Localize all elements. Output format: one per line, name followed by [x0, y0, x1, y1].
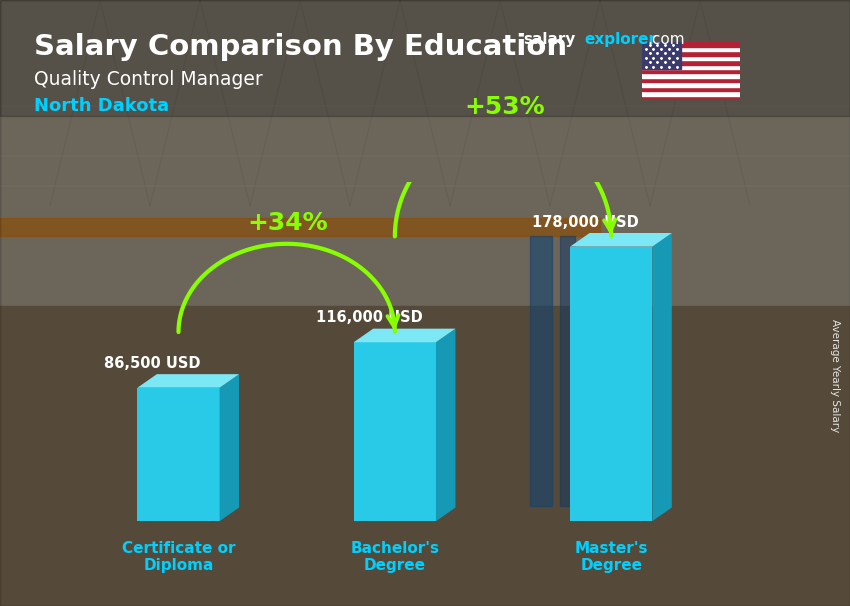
Bar: [642, 96, 740, 100]
Bar: [642, 73, 740, 78]
Text: North Dakota: North Dakota: [34, 97, 169, 115]
Bar: [642, 47, 740, 52]
Bar: [642, 52, 740, 56]
Polygon shape: [652, 233, 672, 521]
Text: +53%: +53%: [464, 95, 545, 119]
Polygon shape: [570, 233, 672, 247]
Bar: [642, 56, 740, 60]
Text: 116,000 USD: 116,000 USD: [315, 310, 422, 325]
Bar: [0, 0, 850, 116]
Text: +34%: +34%: [248, 211, 328, 235]
Bar: [642, 82, 740, 87]
Bar: [642, 91, 740, 96]
Polygon shape: [219, 374, 239, 521]
Text: Salary Comparison By Education: Salary Comparison By Education: [34, 33, 567, 61]
Bar: [0, 306, 850, 606]
Bar: [642, 60, 740, 65]
Text: 178,000 USD: 178,000 USD: [532, 215, 638, 230]
Bar: [0, 0, 850, 306]
Bar: [642, 78, 740, 82]
Text: explorer: explorer: [585, 32, 657, 47]
Polygon shape: [436, 328, 456, 521]
Bar: [642, 42, 740, 47]
Bar: [530, 236, 552, 506]
Bar: [642, 65, 740, 69]
Bar: [560, 236, 575, 506]
Text: Average Yearly Salary: Average Yearly Salary: [830, 319, 840, 432]
Bar: [642, 87, 740, 91]
Bar: [642, 69, 740, 73]
Text: .com: .com: [648, 32, 685, 47]
Text: salary: salary: [523, 32, 575, 47]
Polygon shape: [138, 374, 239, 388]
Text: Quality Control Manager: Quality Control Manager: [34, 70, 263, 88]
Polygon shape: [138, 388, 219, 521]
Bar: [642, 42, 681, 69]
Polygon shape: [570, 247, 652, 521]
Polygon shape: [354, 328, 456, 342]
Text: 86,500 USD: 86,500 USD: [105, 356, 201, 371]
Bar: [0, 218, 600, 236]
Polygon shape: [354, 342, 436, 521]
